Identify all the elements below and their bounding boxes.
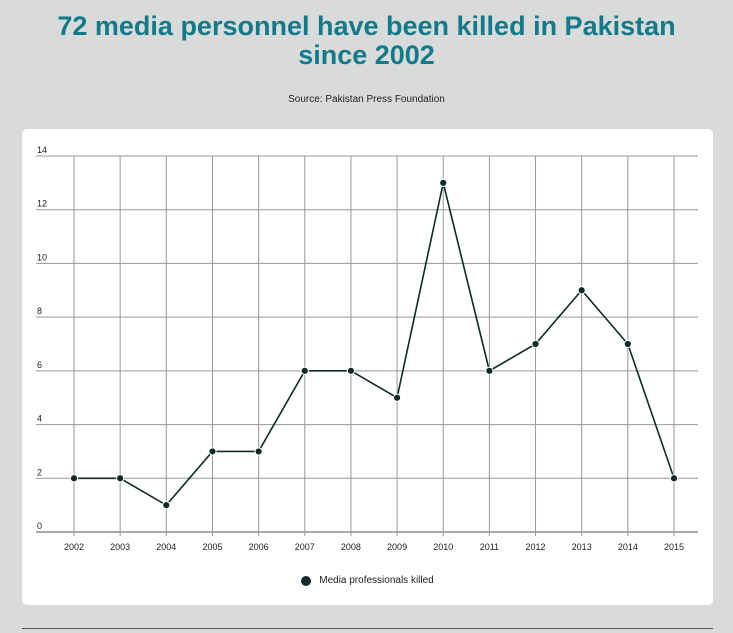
x-tick-label: 2013 — [572, 542, 592, 552]
y-tick-label: 14 — [37, 145, 47, 155]
y-tick-label: 12 — [37, 199, 47, 209]
data-point[interactable] — [439, 178, 448, 187]
data-point[interactable] — [300, 366, 309, 375]
chart-title: 72 media personnel have been killed in P… — [57, 11, 676, 70]
data-point[interactable] — [577, 286, 586, 295]
data-point[interactable] — [485, 366, 494, 375]
data-point[interactable] — [669, 474, 679, 483]
y-tick-label: 8 — [37, 306, 42, 316]
data-point[interactable] — [162, 501, 171, 510]
series-line — [74, 182, 675, 507]
legend-label: Media professionals killed — [319, 575, 434, 586]
x-tick-label: 2007 — [295, 542, 315, 552]
chart-source: Source: Pakistan Press Foundation — [288, 94, 445, 105]
bottom-divider — [22, 628, 713, 629]
y-tick-label: 10 — [37, 252, 47, 262]
data-point[interactable] — [346, 366, 356, 375]
line-chart: 0 2 4 6 8 10 12 14 2002 2003 2004 2005 2006 2007 2008 2… — [36, 145, 698, 552]
data-point[interactable] — [623, 339, 632, 349]
y-tick-label: 2 — [37, 467, 42, 477]
legend-marker — [301, 575, 312, 586]
data-point[interactable] — [392, 393, 402, 402]
y-tick-label: 0 — [37, 521, 42, 531]
data-point[interactable] — [116, 474, 125, 483]
data-point[interactable] — [69, 474, 79, 483]
x-tick-label: 2014 — [618, 542, 638, 552]
data-point[interactable] — [531, 339, 540, 349]
x-tick-label: 2008 — [341, 542, 361, 552]
x-tick-label: 2011 — [480, 542, 499, 552]
x-tick-label: 2006 — [249, 542, 269, 552]
x-tick-label: 2015 — [664, 542, 684, 552]
legend[interactable]: Media professionals killed — [22, 575, 713, 586]
x-tick-label: 2003 — [110, 542, 130, 552]
chart-card: 0 2 4 6 8 10 12 14 2002 2003 2004 2005 2006 2007 2008 2… — [22, 129, 713, 605]
x-tick-label: 2004 — [156, 542, 176, 552]
x-tick-label: 2009 — [387, 542, 407, 552]
x-tick-label: 2012 — [526, 542, 546, 552]
x-tick-label: 2005 — [202, 542, 222, 552]
x-tick-label: 2002 — [64, 542, 84, 552]
y-tick-label: 6 — [37, 360, 42, 370]
y-tick-label: 4 — [37, 414, 42, 424]
data-point[interactable] — [208, 447, 217, 456]
data-point[interactable] — [254, 447, 263, 456]
x-tick-label: 2010 — [433, 542, 453, 552]
